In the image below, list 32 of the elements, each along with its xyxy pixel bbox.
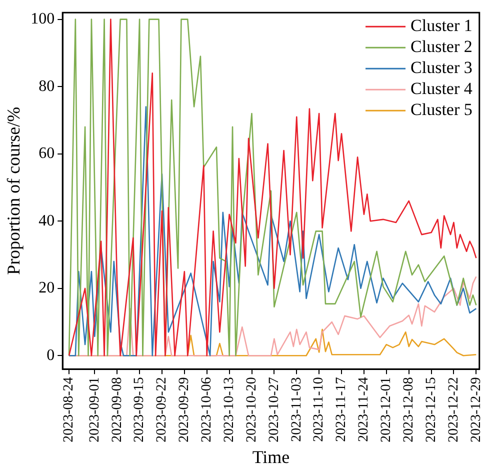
x-tick-label: 2023-11-24 (356, 377, 372, 442)
x-tick-label: 2023-08-24 (62, 377, 77, 442)
x-tick-label: 2023-09-01 (87, 377, 102, 442)
x-tick-label: 2023-10-27 (266, 377, 282, 442)
x-tick-label: 2023-12-08 (402, 377, 417, 442)
x-tick-label: 2023-10-20 (244, 377, 260, 442)
legend-label: Cluster 5 (410, 100, 472, 120)
x-tick-label: 2023-12-15 (424, 377, 439, 442)
y-tick-label: 0 (46, 346, 55, 364)
y-tick-label: 40 (38, 212, 55, 230)
x-tick-label: 2023-11-17 (334, 377, 350, 442)
legend-label: Cluster 3 (410, 58, 472, 78)
y-tick-label: 60 (38, 145, 55, 162)
x-tick-label: 2023-12-22 (446, 377, 462, 442)
x-tick-label: 2023-09-29 (177, 377, 192, 442)
legend-label: Cluster 2 (410, 37, 472, 56)
x-tick-label: 2023-09-08 (110, 377, 125, 442)
x-tick-label: 2023-11-03 (289, 377, 304, 442)
y-tick-label: 20 (38, 280, 55, 297)
x-tick-label: 2023-09-15 (132, 377, 148, 442)
legend-label: Cluster 1 (410, 16, 472, 36)
x-tick-label: 2023-10-06 (200, 377, 215, 442)
x-tick-label: 2023-12-29 (468, 377, 484, 442)
x-axis-title: Time (252, 446, 290, 467)
x-tick-label: 2023-10-13 (222, 377, 237, 442)
x-tick-label: 2023-11-10 (312, 377, 327, 442)
y-tick-label: 100 (30, 10, 55, 28)
y-axis-title: Proportion of course/% (4, 106, 24, 275)
x-tick-label: 2023-09-22 (154, 377, 170, 442)
y-tick-label: 80 (38, 78, 55, 95)
x-tick-label: 2023-12-01 (379, 377, 394, 442)
legend-label: Cluster 4 (410, 79, 473, 98)
